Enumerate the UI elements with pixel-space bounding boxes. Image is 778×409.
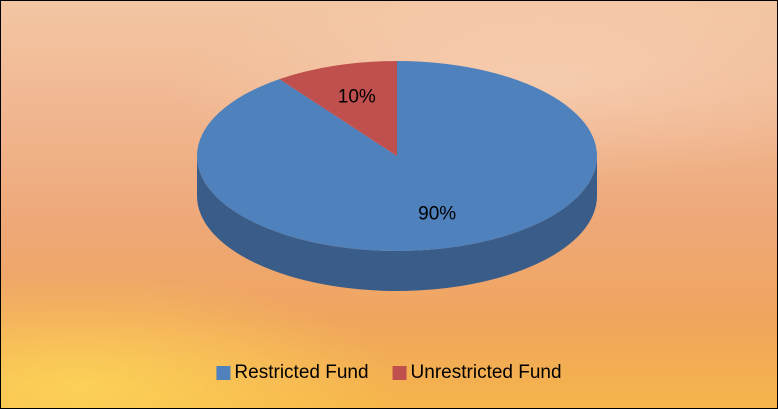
- legend-label: Unrestricted Fund: [411, 362, 562, 383]
- data-label: 90%: [418, 204, 456, 225]
- legend-label: Restricted Fund: [234, 362, 368, 383]
- data-label: 10%: [338, 86, 376, 107]
- legend-swatch: [392, 366, 407, 380]
- pie-slice: [279, 61, 397, 156]
- legend: Restricted Fund Unrestricted Fund: [216, 362, 562, 383]
- legend-swatch: [216, 366, 231, 380]
- pie-side: [197, 156, 597, 291]
